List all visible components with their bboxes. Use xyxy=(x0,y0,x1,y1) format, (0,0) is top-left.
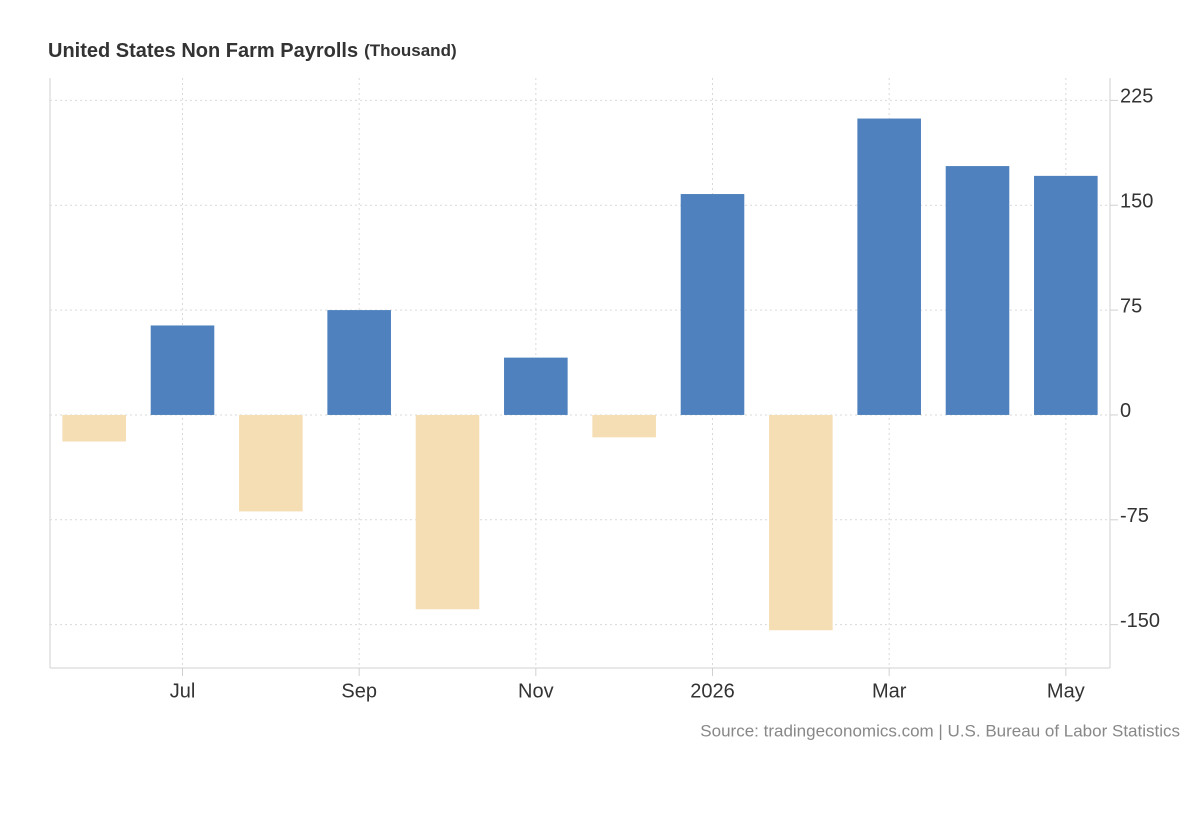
y-tick-label: 75 xyxy=(1120,295,1142,317)
bar xyxy=(327,310,391,415)
chart-unit: (Thousand) xyxy=(364,41,457,60)
bar xyxy=(415,414,480,610)
bar xyxy=(680,194,745,415)
y-tick-label: -75 xyxy=(1120,505,1149,527)
x-tick-label: 2026 xyxy=(690,680,735,702)
x-tick-label: Sep xyxy=(341,680,377,702)
y-tick-label: -150 xyxy=(1120,610,1160,632)
y-tick-label: 150 xyxy=(1120,191,1153,213)
y-tick-label: 225 xyxy=(1120,86,1153,108)
bar xyxy=(769,414,833,631)
source: Source: tradingeconomics.com | U.S. Bure… xyxy=(700,721,1180,740)
bar xyxy=(857,118,921,415)
bar xyxy=(504,357,568,415)
x-tick-label: Mar xyxy=(872,680,907,702)
bar xyxy=(239,414,303,512)
bar xyxy=(592,414,656,438)
x-tick-label: Jul xyxy=(170,680,196,702)
bar xyxy=(62,414,126,442)
bar xyxy=(945,166,1010,415)
chart-title-group: United States Non Farm Payrolls (Thousand… xyxy=(48,40,457,62)
x-tick-label: Nov xyxy=(518,680,554,702)
x-tick-label: May xyxy=(1047,680,1085,702)
chart-title: United States Non Farm Payrolls xyxy=(48,40,358,62)
y-tick-label: 0 xyxy=(1120,400,1131,422)
bar xyxy=(1034,175,1098,415)
bar xyxy=(150,325,215,415)
